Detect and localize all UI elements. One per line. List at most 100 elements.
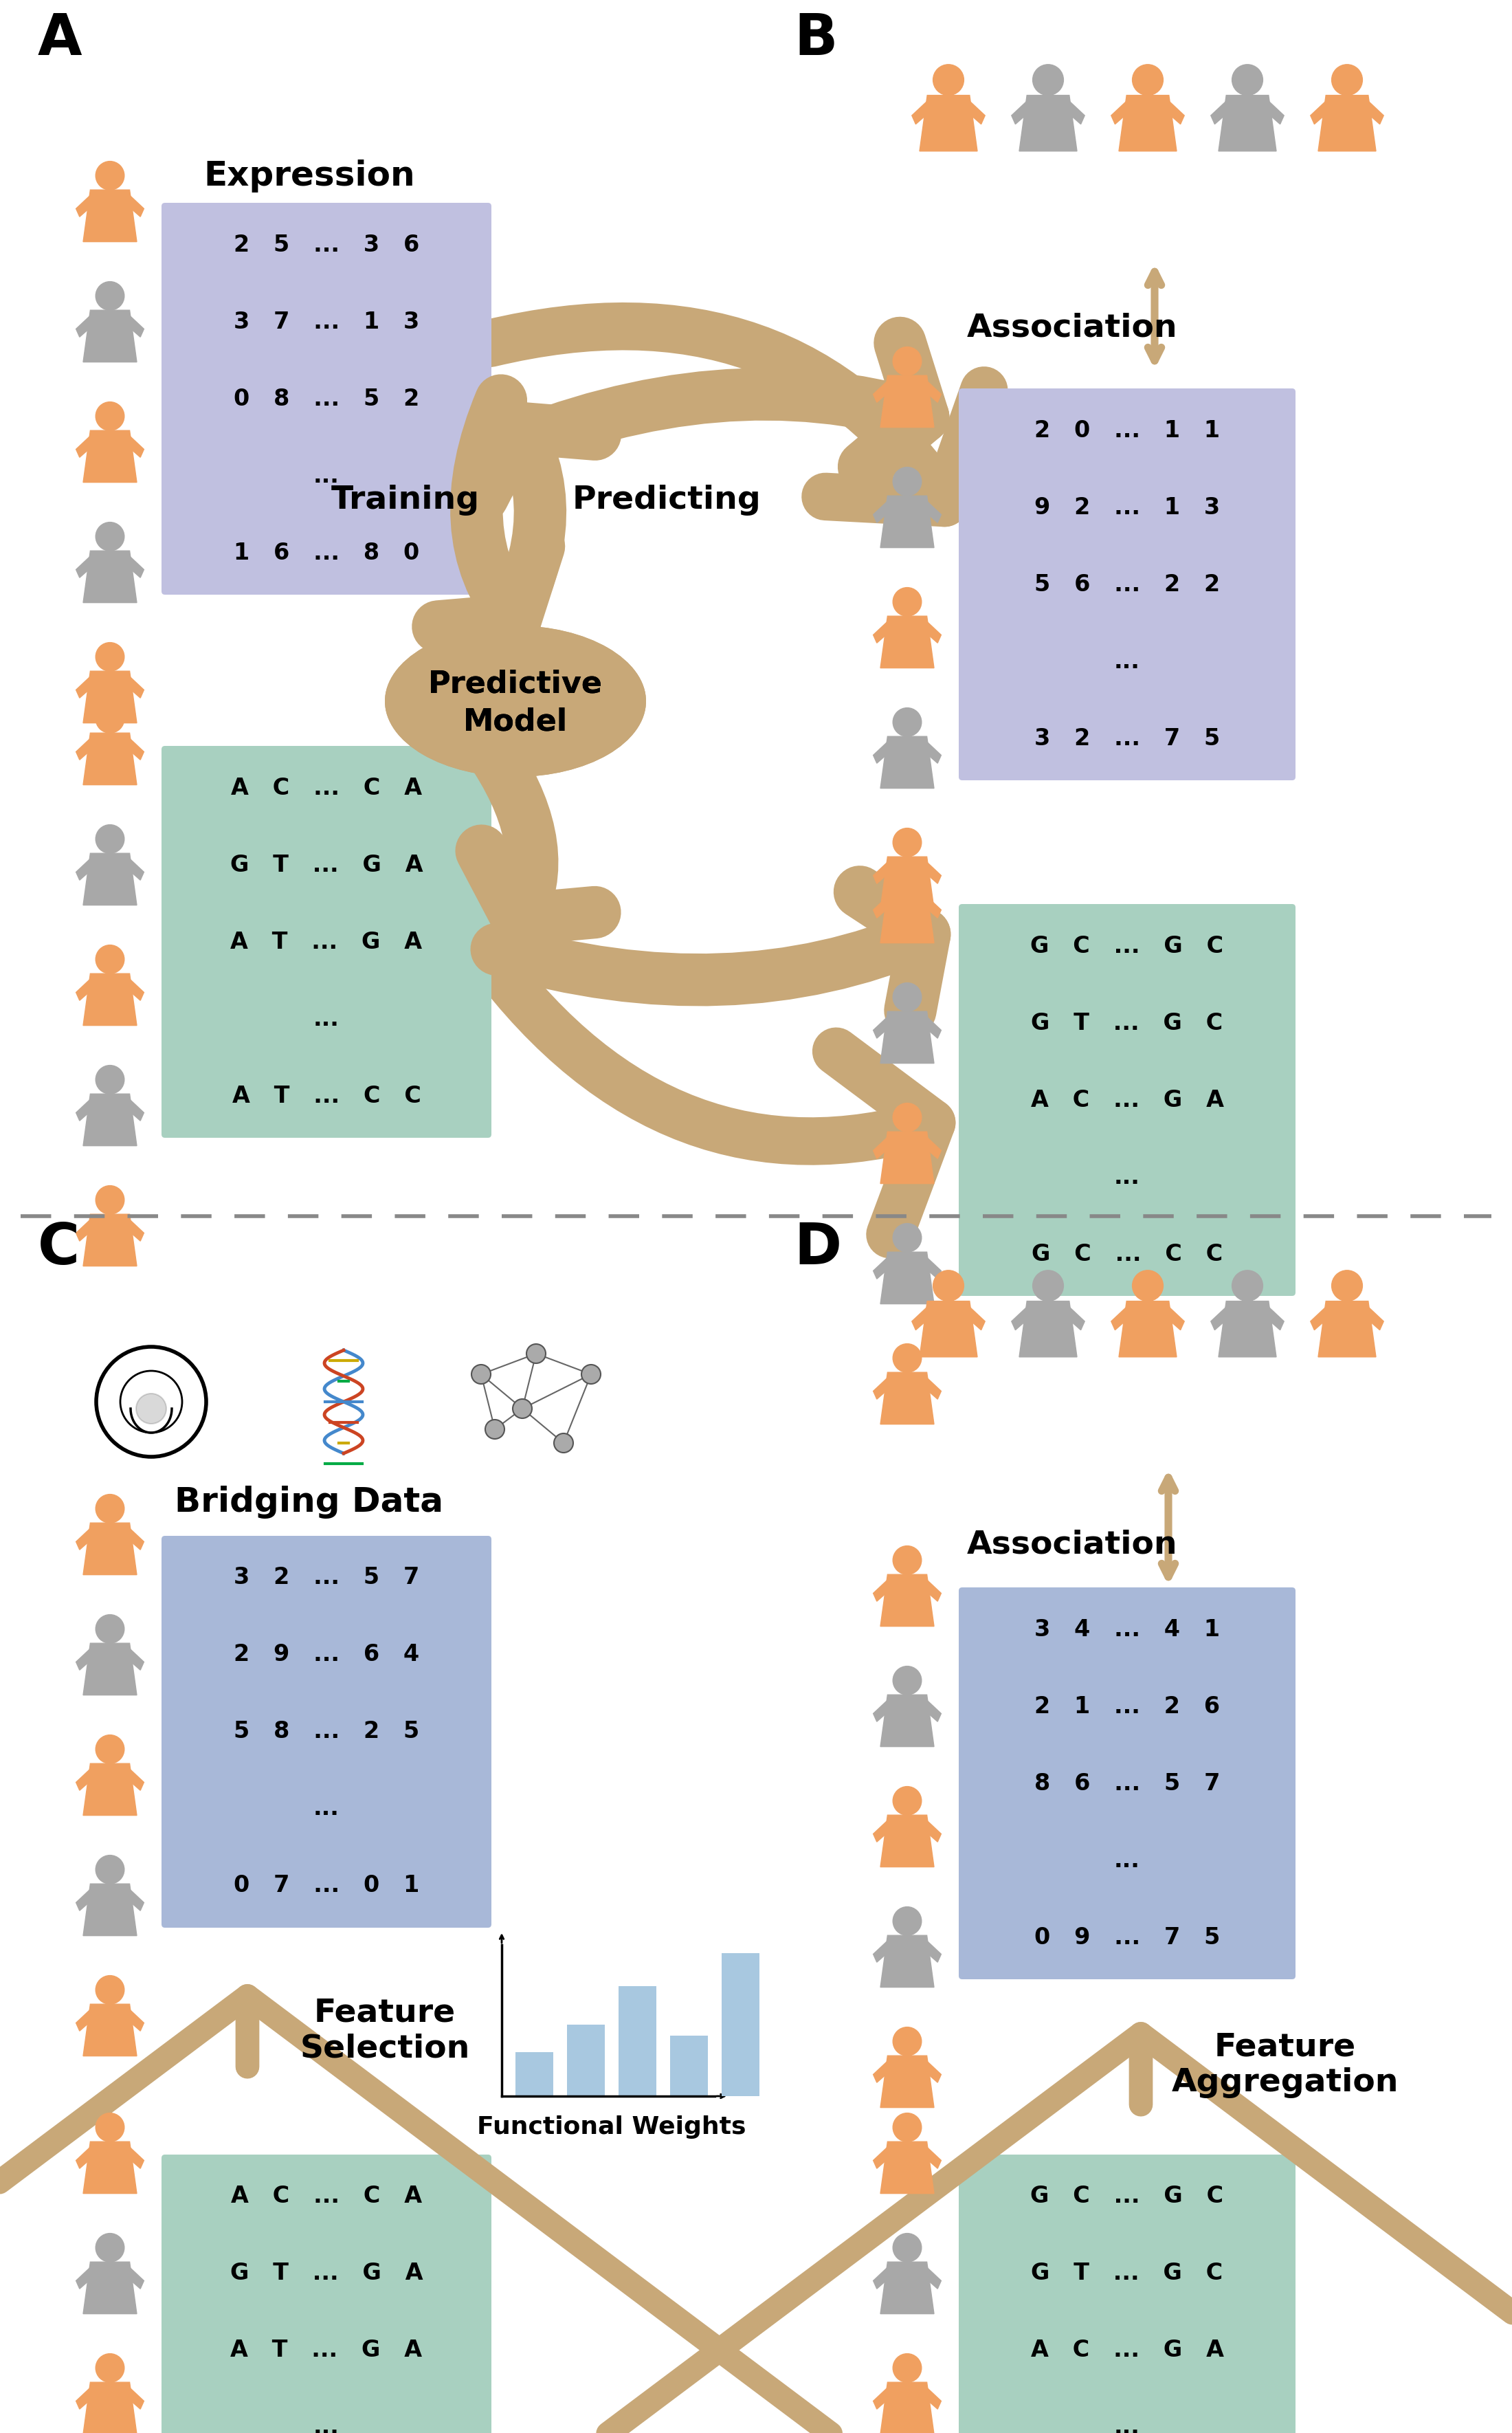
- Ellipse shape: [386, 625, 646, 776]
- Polygon shape: [1318, 95, 1376, 151]
- Polygon shape: [924, 2061, 940, 2083]
- Text: ...: ...: [313, 465, 340, 487]
- Polygon shape: [924, 1377, 940, 1399]
- Text: G   T   ...   G   C: G T ... G C: [1031, 1012, 1223, 1034]
- Polygon shape: [1066, 1307, 1084, 1331]
- Text: Model: Model: [463, 708, 567, 737]
- Polygon shape: [1111, 1307, 1131, 1331]
- Circle shape: [472, 1365, 491, 1384]
- Polygon shape: [880, 890, 934, 944]
- Text: A   T   ...   G   A: A T ... G A: [230, 929, 422, 954]
- Polygon shape: [125, 316, 144, 338]
- Polygon shape: [125, 2268, 144, 2289]
- Polygon shape: [125, 1769, 144, 1791]
- Polygon shape: [880, 375, 934, 428]
- Circle shape: [95, 706, 124, 732]
- Circle shape: [1033, 66, 1063, 95]
- Circle shape: [1332, 1270, 1362, 1302]
- Polygon shape: [125, 676, 144, 698]
- Text: ...: ...: [313, 1007, 340, 1029]
- Polygon shape: [924, 1017, 940, 1039]
- Polygon shape: [1311, 1307, 1329, 1331]
- Polygon shape: [83, 1764, 136, 1815]
- Polygon shape: [880, 2382, 934, 2433]
- Polygon shape: [76, 1888, 94, 1910]
- FancyBboxPatch shape: [959, 905, 1296, 1297]
- Polygon shape: [76, 1219, 94, 1241]
- Polygon shape: [83, 550, 136, 603]
- Polygon shape: [83, 431, 136, 482]
- Text: A   C   ...   C   A: A C ... C A: [231, 776, 422, 798]
- Polygon shape: [874, 2387, 891, 2409]
- Polygon shape: [874, 742, 891, 764]
- Polygon shape: [83, 190, 136, 241]
- Circle shape: [95, 1616, 124, 1642]
- Text: 2   5   ...   3   6: 2 5 ... 3 6: [233, 234, 419, 255]
- Circle shape: [95, 282, 124, 309]
- Polygon shape: [83, 309, 136, 363]
- Bar: [618, 1985, 656, 2097]
- Polygon shape: [76, 2387, 94, 2409]
- Polygon shape: [880, 1131, 934, 1182]
- Circle shape: [933, 1270, 963, 1302]
- Text: Expression: Expression: [204, 161, 414, 192]
- Polygon shape: [880, 496, 934, 547]
- Text: Predicting: Predicting: [572, 484, 761, 516]
- Text: G   C   ...   C   C: G C ... C C: [1031, 1243, 1223, 1265]
- FancyArrowPatch shape: [438, 401, 538, 628]
- Polygon shape: [880, 2056, 934, 2107]
- Polygon shape: [874, 620, 891, 642]
- Polygon shape: [880, 1253, 934, 1304]
- Circle shape: [95, 523, 124, 550]
- Text: G   C   ...   G   C: G C ... G C: [1031, 934, 1223, 956]
- Polygon shape: [1219, 1302, 1276, 1358]
- Text: Predictive: Predictive: [428, 669, 603, 698]
- Polygon shape: [966, 1307, 984, 1331]
- Polygon shape: [1364, 102, 1383, 124]
- Polygon shape: [76, 737, 94, 759]
- Circle shape: [894, 1224, 921, 1253]
- Polygon shape: [83, 2141, 136, 2195]
- Text: C: C: [38, 1221, 80, 1275]
- Text: 2   9   ...   6   4: 2 9 ... 6 4: [234, 1642, 419, 1667]
- Polygon shape: [125, 2010, 144, 2032]
- Polygon shape: [874, 2146, 891, 2168]
- Polygon shape: [924, 742, 940, 764]
- Polygon shape: [1012, 1307, 1031, 1331]
- Circle shape: [1033, 1270, 1063, 1302]
- Circle shape: [894, 1102, 921, 1131]
- Polygon shape: [924, 2268, 940, 2289]
- Circle shape: [894, 2353, 921, 2382]
- FancyArrowPatch shape: [496, 893, 924, 1010]
- Text: D: D: [794, 1221, 841, 1275]
- Polygon shape: [924, 382, 940, 401]
- Polygon shape: [1311, 102, 1329, 124]
- Text: Predictive: Predictive: [428, 669, 603, 698]
- Polygon shape: [1364, 1307, 1383, 1331]
- Text: 8   6   ...   5   7: 8 6 ... 5 7: [1034, 1771, 1220, 1796]
- Circle shape: [95, 944, 124, 973]
- Circle shape: [894, 708, 921, 737]
- Text: A: A: [38, 12, 82, 66]
- FancyArrowPatch shape: [490, 326, 984, 504]
- Text: A   T   ...   G   A: A T ... G A: [230, 2338, 422, 2362]
- Text: 2   0   ...   1   1: 2 0 ... 1 1: [1034, 418, 1220, 443]
- Polygon shape: [924, 620, 940, 642]
- Polygon shape: [83, 672, 136, 723]
- Circle shape: [894, 827, 921, 856]
- Polygon shape: [874, 2061, 891, 2083]
- Text: A   C   ...   C   A: A C ... C A: [231, 2185, 422, 2207]
- Text: Bridging Data: Bridging Data: [175, 1487, 443, 1518]
- Text: Feature
Selection: Feature Selection: [299, 1997, 470, 2063]
- Polygon shape: [125, 1888, 144, 1910]
- Circle shape: [95, 1856, 124, 1883]
- Polygon shape: [874, 382, 891, 401]
- Circle shape: [95, 825, 124, 854]
- Circle shape: [894, 348, 921, 375]
- FancyBboxPatch shape: [162, 2156, 491, 2433]
- Circle shape: [513, 1399, 532, 1418]
- Polygon shape: [880, 737, 934, 788]
- Text: ...: ...: [313, 1798, 340, 1820]
- Polygon shape: [125, 2387, 144, 2409]
- Text: 2   1   ...   2   6: 2 1 ... 2 6: [1034, 1696, 1220, 1718]
